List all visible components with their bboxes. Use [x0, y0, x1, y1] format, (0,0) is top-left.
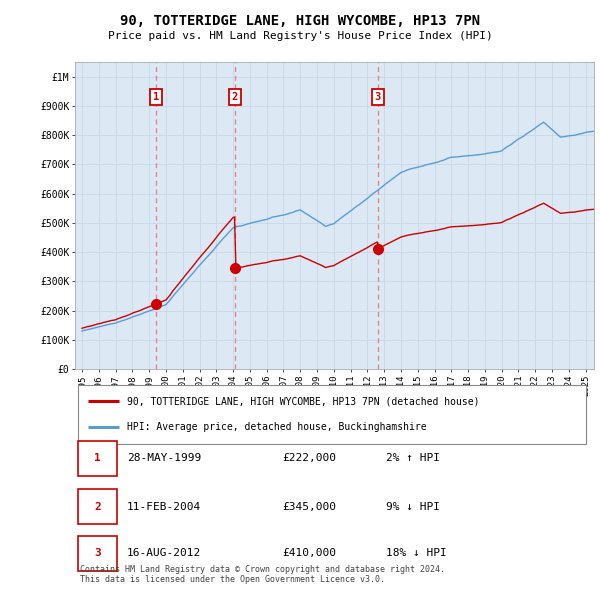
Text: Price paid vs. HM Land Registry's House Price Index (HPI): Price paid vs. HM Land Registry's House … [107, 31, 493, 41]
Text: 2: 2 [232, 92, 238, 102]
Text: 11-FEB-2004: 11-FEB-2004 [127, 502, 201, 512]
Text: 1: 1 [94, 453, 101, 463]
Text: Contains HM Land Registry data © Crown copyright and database right 2024.
This d: Contains HM Land Registry data © Crown c… [80, 565, 445, 584]
FancyBboxPatch shape [77, 490, 116, 525]
Text: £410,000: £410,000 [283, 548, 337, 558]
Text: £222,000: £222,000 [283, 453, 337, 463]
Text: HPI: Average price, detached house, Buckinghamshire: HPI: Average price, detached house, Buck… [127, 422, 427, 432]
Text: 18% ↓ HPI: 18% ↓ HPI [386, 548, 447, 558]
Text: 90, TOTTERIDGE LANE, HIGH WYCOMBE, HP13 7PN (detached house): 90, TOTTERIDGE LANE, HIGH WYCOMBE, HP13 … [127, 396, 479, 406]
Text: 2: 2 [94, 502, 101, 512]
Text: 28-MAY-1999: 28-MAY-1999 [127, 453, 201, 463]
Text: 16-AUG-2012: 16-AUG-2012 [127, 548, 201, 558]
Text: 90, TOTTERIDGE LANE, HIGH WYCOMBE, HP13 7PN: 90, TOTTERIDGE LANE, HIGH WYCOMBE, HP13 … [120, 14, 480, 28]
FancyBboxPatch shape [77, 536, 116, 571]
Text: £345,000: £345,000 [283, 502, 337, 512]
Text: 3: 3 [94, 548, 101, 558]
FancyBboxPatch shape [77, 441, 116, 476]
Text: 3: 3 [374, 92, 381, 102]
Text: 1: 1 [153, 92, 159, 102]
Text: 9% ↓ HPI: 9% ↓ HPI [386, 502, 440, 512]
FancyBboxPatch shape [77, 385, 586, 444]
Text: 2% ↑ HPI: 2% ↑ HPI [386, 453, 440, 463]
